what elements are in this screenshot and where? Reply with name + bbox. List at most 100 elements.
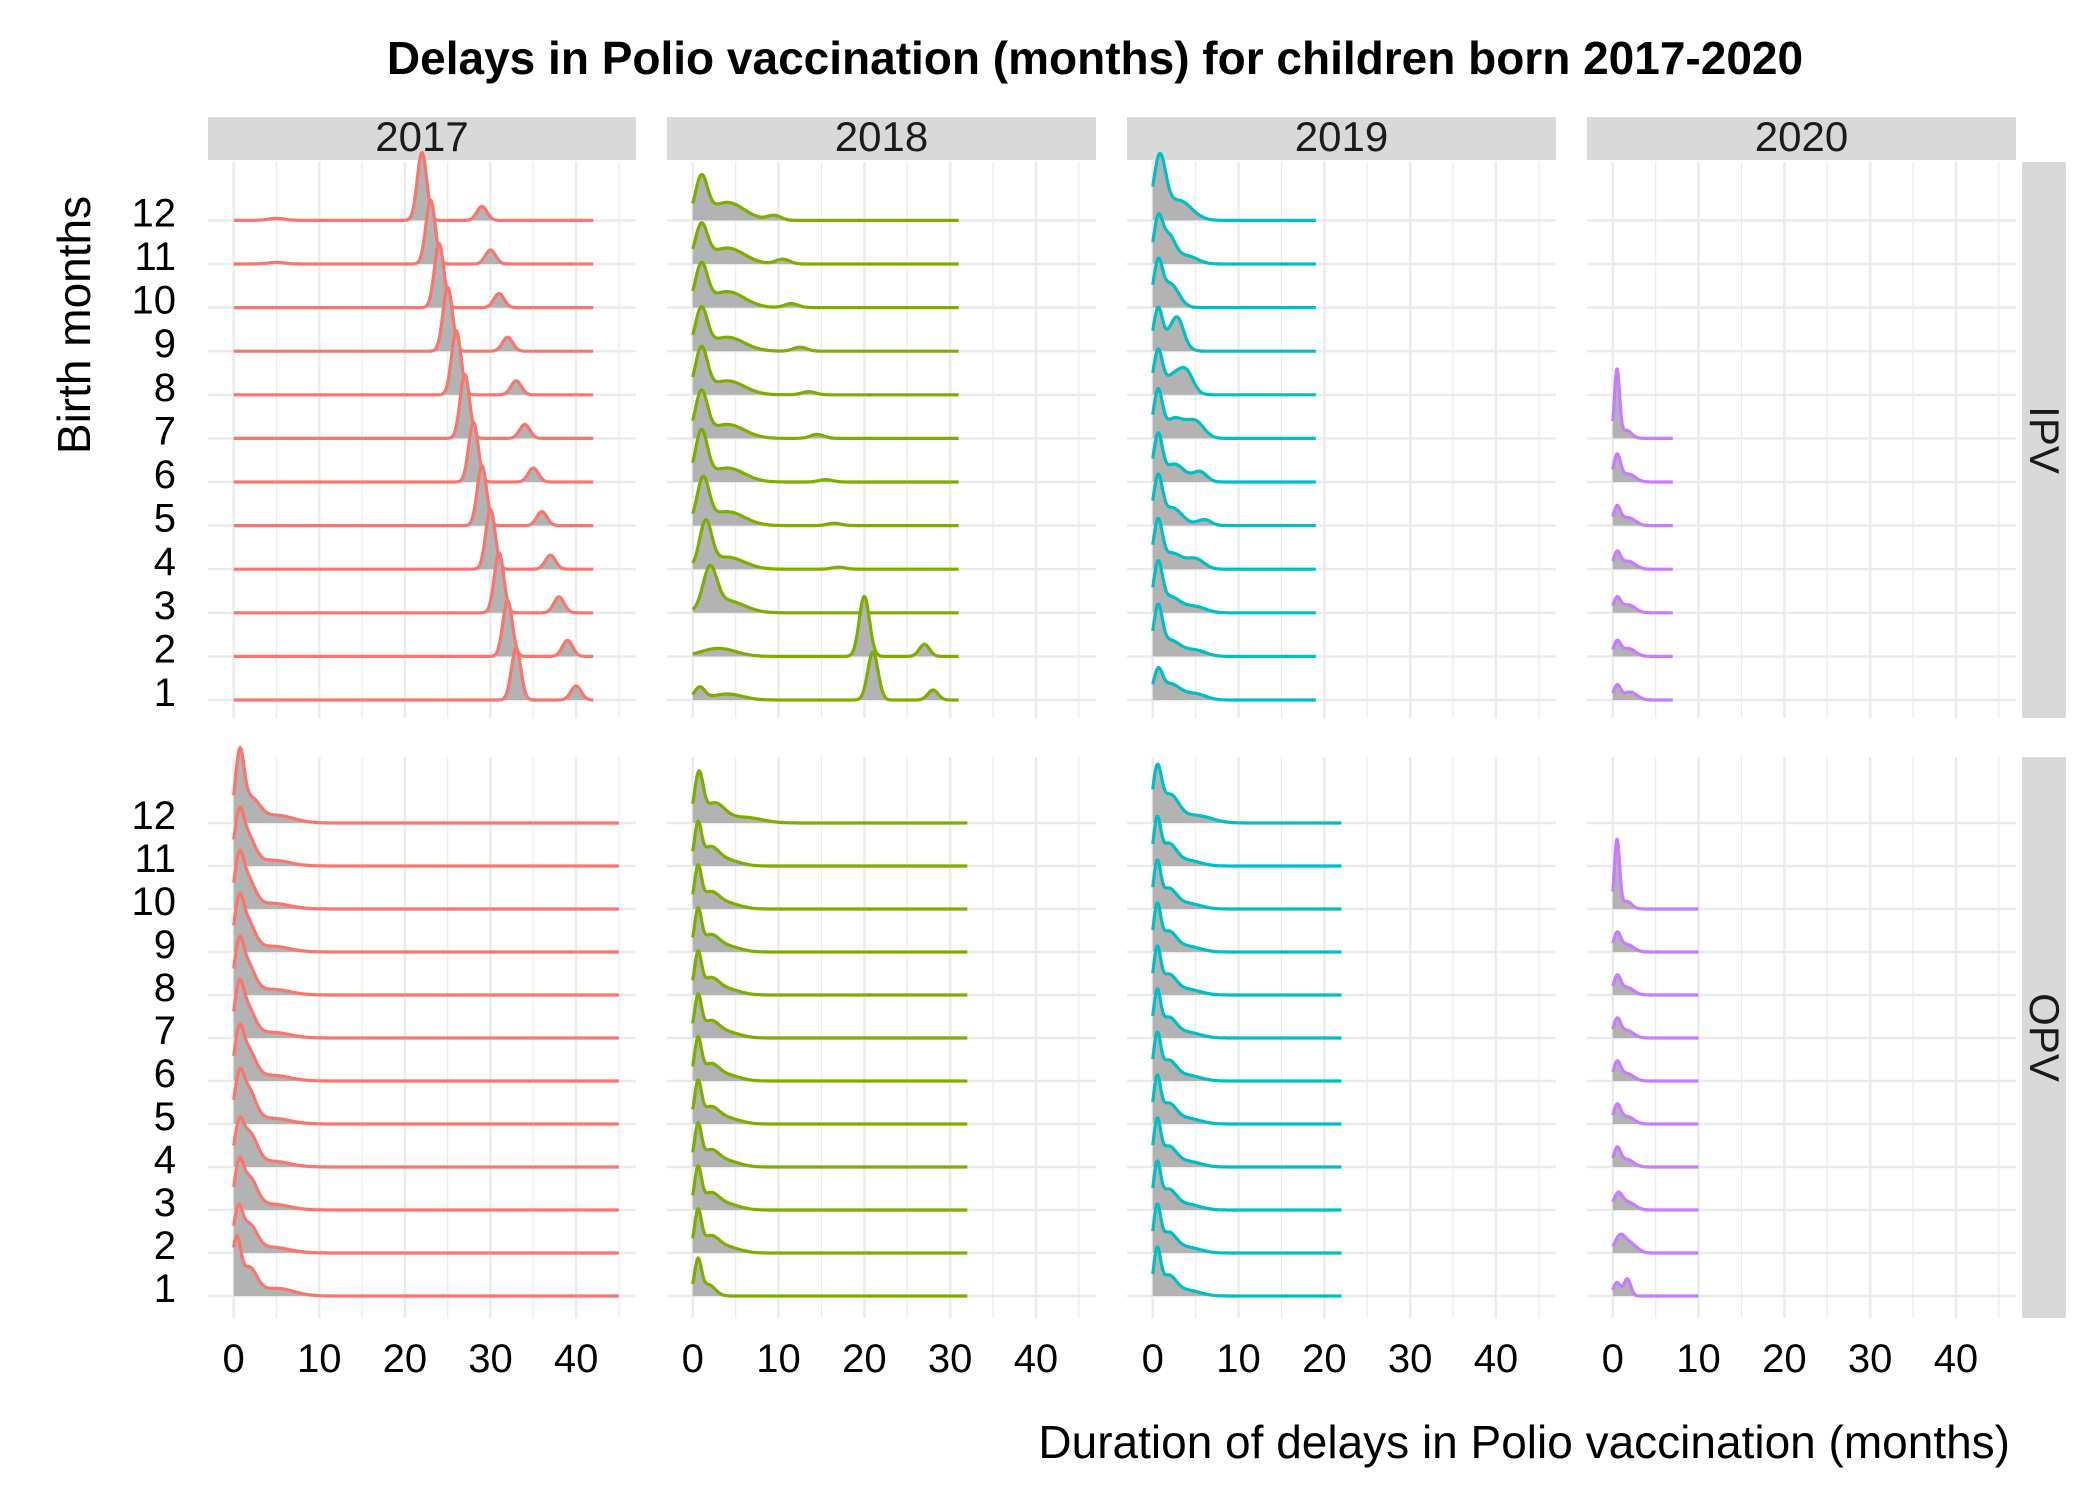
x-tick-label: 0 xyxy=(1602,1337,1624,1381)
ridge-OPV-2018-month-7 xyxy=(691,992,969,1040)
ridge-fill xyxy=(233,600,594,657)
ridge-OPV-2020-month-2 xyxy=(1611,1232,1700,1255)
ridge-line xyxy=(233,551,594,615)
y-tick-label: 11 xyxy=(134,837,176,881)
ridge-OPV-2018-month-11 xyxy=(691,819,969,868)
ridge-OPV-2020-month-8 xyxy=(1611,973,1700,997)
ridge-OPV-2019-month-1 xyxy=(1151,1245,1343,1298)
ridge-line xyxy=(232,1115,620,1169)
ridge-fill xyxy=(692,1079,968,1124)
ridge-line xyxy=(691,650,960,702)
ridge-fill xyxy=(1612,974,1699,995)
ridge-line xyxy=(232,1155,620,1212)
ridge-IPV-2020-month-4 xyxy=(1611,549,1675,571)
ridge-line xyxy=(1151,151,1317,222)
ridge-fill xyxy=(1152,1117,1342,1167)
ridge-IPV-2017-month-4 xyxy=(233,507,594,571)
ridge-IPV-2017-month-2 xyxy=(233,598,594,658)
y-tick-label: 2 xyxy=(154,1224,176,1268)
ridge-fill xyxy=(1152,1246,1342,1296)
ridge-line xyxy=(1151,1202,1343,1255)
y-tick-label: 12 xyxy=(132,794,177,838)
ridge-IPV-2019-month-7 xyxy=(1151,386,1317,440)
ridge-line xyxy=(691,819,969,868)
ridge-line xyxy=(1611,638,1675,658)
ridge-IPV-2019-month-1 xyxy=(1151,666,1317,702)
y-tick-label: 5 xyxy=(154,1095,176,1139)
y-tick-label: 3 xyxy=(154,584,176,628)
ridge-OPV-2019-month-9 xyxy=(1151,901,1343,954)
ridge-line xyxy=(232,745,620,825)
ridge-line xyxy=(691,1207,969,1255)
ridge-OPV-2017-month-11 xyxy=(232,805,620,868)
ridge-line xyxy=(1151,602,1317,658)
y-tick-label: 1 xyxy=(154,1267,176,1311)
ridge-IPV-2019-month-9 xyxy=(1151,305,1317,353)
ridge-IPV-2020-month-1 xyxy=(1611,683,1675,702)
ridge-fill xyxy=(1152,213,1316,264)
ridge-line xyxy=(1611,1190,1700,1212)
ridge-fill xyxy=(1152,258,1316,308)
ridge-line xyxy=(233,151,594,222)
ridge-line xyxy=(1611,837,1700,911)
ridge-line xyxy=(691,949,969,997)
ridge-OPV-2017-month-10 xyxy=(232,848,620,911)
y-tick-label: 3 xyxy=(154,1181,176,1225)
ridge-line xyxy=(233,242,594,310)
column-strip-label-2018: 2018 xyxy=(835,113,928,160)
ridge-IPV-2019-month-6 xyxy=(1151,431,1317,484)
ridge-line xyxy=(232,1233,620,1298)
ridge-fill xyxy=(692,429,959,482)
column-strip-2019 xyxy=(1127,117,1556,160)
ridge-fill xyxy=(233,552,594,613)
column-strip-2020 xyxy=(1587,117,2016,160)
ridge-fill xyxy=(1152,1203,1342,1253)
ridge-line xyxy=(233,373,594,440)
ridge-line xyxy=(1611,1102,1700,1126)
x-tick-label: 10 xyxy=(1676,1337,1721,1381)
ridge-OPV-2019-month-6 xyxy=(1151,1030,1343,1083)
ridge-line xyxy=(1151,1030,1343,1083)
ridge-OPV-2019-month-10 xyxy=(1151,858,1343,911)
ridge-line xyxy=(1151,212,1317,266)
ridge-fill xyxy=(1152,1074,1342,1124)
row-strip-label-IPV: IPV xyxy=(2021,406,2068,474)
ridge-OPV-2018-month-3 xyxy=(691,1164,969,1212)
x-tick-label: 0 xyxy=(682,1337,704,1381)
ridge-line xyxy=(1611,1232,1700,1255)
ridge-fill xyxy=(1612,505,1673,526)
ridge-fill xyxy=(1152,560,1316,613)
ridge-line xyxy=(1151,472,1317,528)
ridge-line xyxy=(691,388,960,440)
y-tick-label: 4 xyxy=(154,1138,176,1182)
ridge-fill xyxy=(692,864,968,909)
ridge-fill xyxy=(692,771,968,823)
ridge-fill xyxy=(1152,859,1342,909)
ridge-line xyxy=(232,848,620,911)
ridge-line xyxy=(691,305,960,353)
x-tick-label: 20 xyxy=(1302,1337,1347,1381)
ridge-line xyxy=(1151,814,1343,868)
column-strip-label-2020: 2020 xyxy=(1755,113,1848,160)
column-strip-label-2019: 2019 xyxy=(1295,113,1388,160)
ridge-OPV-2020-month-5 xyxy=(1611,1102,1700,1126)
ridge-IPV-2017-month-5 xyxy=(233,464,594,528)
ridge-OPV-2020-month-4 xyxy=(1611,1145,1700,1169)
ridge-IPV-2018-month-5 xyxy=(691,474,960,528)
ridge-line xyxy=(1151,386,1317,440)
x-tick-label: 30 xyxy=(1388,1337,1433,1381)
ridge-IPV-2018-month-12 xyxy=(691,172,960,222)
ridge-OPV-2018-month-4 xyxy=(691,1121,969,1169)
ridge-OPV-2018-month-12 xyxy=(691,769,969,825)
ridge-fill xyxy=(692,993,968,1038)
ridge-IPV-2020-month-2 xyxy=(1611,638,1675,658)
ridge-IPV-2019-month-3 xyxy=(1151,558,1317,615)
ridge-line xyxy=(233,285,594,353)
ridge-IPV-2019-month-4 xyxy=(1151,516,1317,571)
ridge-OPV-2017-month-2 xyxy=(232,1202,620,1255)
ridge-line xyxy=(1151,1073,1343,1126)
ridge-line xyxy=(1611,367,1675,440)
ridge-IPV-2018-month-11 xyxy=(691,221,960,266)
